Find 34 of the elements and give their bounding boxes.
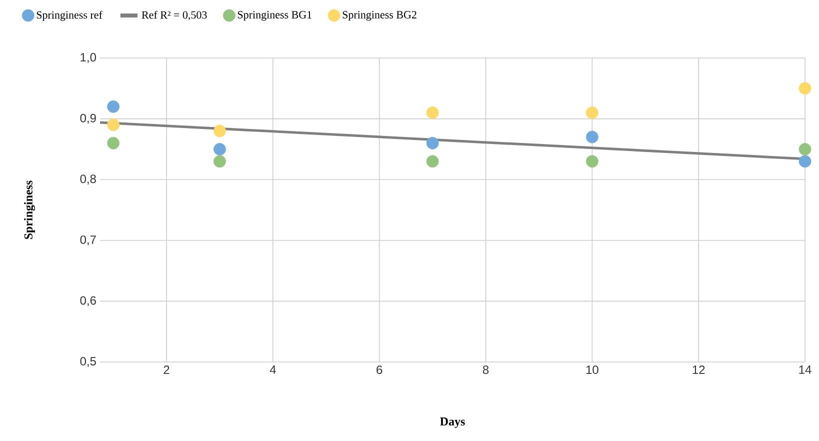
point xyxy=(214,142,226,156)
y-tick-label: 0,6 xyxy=(80,296,96,306)
point xyxy=(586,130,598,144)
point xyxy=(214,155,226,168)
point xyxy=(798,155,812,168)
point xyxy=(214,124,226,138)
y-tick-label: 0,5 xyxy=(80,357,96,367)
y-tick-label: 0,9 xyxy=(80,114,96,124)
x-tick-label: 2 xyxy=(164,366,170,374)
y-tick-label: 1,0 xyxy=(80,53,96,63)
legend-label: Springiness BG2 xyxy=(342,11,416,21)
x-tick-label: 12 xyxy=(692,366,705,374)
point xyxy=(798,82,812,95)
y-tick-label: 0,7 xyxy=(80,235,96,246)
x-tick-label: 10 xyxy=(586,366,598,374)
y-axis-title: Springiness xyxy=(24,180,35,240)
x-tick-label: 4 xyxy=(270,366,276,374)
point xyxy=(107,136,120,150)
x-axis-title: Days xyxy=(440,418,465,428)
point xyxy=(107,100,120,113)
point xyxy=(426,136,439,150)
point xyxy=(426,155,439,168)
x-tick-label: 14 xyxy=(799,366,812,374)
point xyxy=(586,106,598,119)
point xyxy=(586,155,598,168)
x-tick-label: 8 xyxy=(482,366,489,374)
legend-label: Ref R² = 0,503 xyxy=(142,10,207,20)
legend-label: Springiness BG1 xyxy=(238,11,312,21)
y-tick-label: 0,8 xyxy=(80,174,96,185)
point xyxy=(798,142,812,156)
legend-label: Springiness ref xyxy=(36,10,102,21)
point xyxy=(426,106,439,119)
point xyxy=(107,118,120,132)
x-tick-label: 6 xyxy=(376,366,382,374)
